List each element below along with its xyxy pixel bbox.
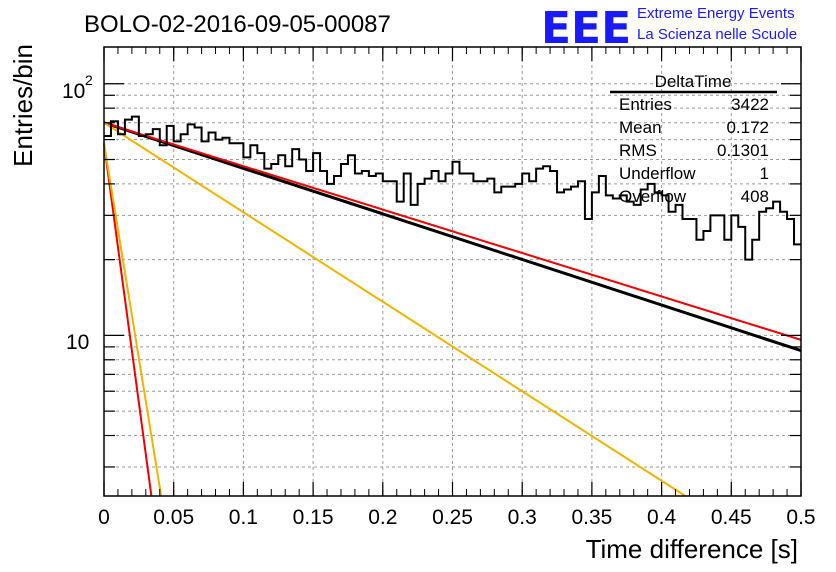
x-tick-labels: 0 0.05 0.1 0.15 0.2 0.25 0.3 0.35 0.4 0.45 0.5 <box>98 506 815 529</box>
x-tick-label: 0.45 <box>711 506 752 529</box>
axis-ticks <box>103 47 802 496</box>
y-tick-label-10: 10 <box>66 331 89 354</box>
fit-curve-4 <box>103 143 163 497</box>
x-tick-label: 0.35 <box>571 506 612 529</box>
stats-value: 408 <box>741 187 769 206</box>
eee-logo: EEE Extreme Energy Events La Scienza nel… <box>541 3 797 54</box>
stats-label: Overflow <box>619 187 687 206</box>
stats-value: 1 <box>760 164 769 183</box>
eee-logo-line1: Extreme Energy Events <box>637 5 795 22</box>
x-tick-label: 0.25 <box>432 506 473 529</box>
fit-curve-1 <box>103 121 802 341</box>
x-tick-label: 0.3 <box>508 506 537 529</box>
histogram-outline <box>104 115 801 261</box>
y-tick-labels: 10 10 2 <box>62 72 93 354</box>
x-axis-title: Time difference [s] <box>586 534 798 564</box>
x-tick-label: 0.05 <box>153 506 194 529</box>
stats-label: Mean <box>619 118 662 137</box>
stats-label: RMS <box>619 141 657 160</box>
chart-title: BOLO-02-2016-09-05-00087 <box>84 11 391 38</box>
fit-curve-0 <box>103 121 802 353</box>
histogram <box>104 115 801 261</box>
fit-curves <box>103 121 802 497</box>
eee-logo-line2: La Scienza nelle Scuole <box>637 26 797 43</box>
svg-text:10: 10 <box>62 80 85 103</box>
fit-curve-2 <box>103 121 686 497</box>
stats-value: 3422 <box>731 95 769 114</box>
x-tick-label: 0 <box>98 506 110 529</box>
svg-text:2: 2 <box>85 72 93 88</box>
stats-label: Entries <box>619 95 672 114</box>
x-tick-label: 0.4 <box>647 506 677 529</box>
stats-box-title: DeltaTime <box>655 72 732 91</box>
x-tick-label: 0.2 <box>368 506 397 529</box>
eee-logo-mark: EEE <box>541 3 631 54</box>
stats-value: 0.1301 <box>717 141 769 160</box>
x-tick-label: 0.5 <box>786 506 815 529</box>
y-axis-title: Entries/bin <box>8 44 38 167</box>
x-tick-label: 0.1 <box>229 506 258 529</box>
fit-curve-3 <box>103 143 153 497</box>
stats-value: 0.172 <box>726 118 769 137</box>
grid <box>104 47 801 496</box>
y-tick-label-100: 10 2 <box>62 72 93 103</box>
x-tick-label: 0.15 <box>293 506 334 529</box>
plot-frame <box>103 46 802 497</box>
stats-box: DeltaTime Entries 3422 Mean 0.172 RMS 0.1301 U… <box>610 72 777 206</box>
stats-label: Underflow <box>619 164 696 183</box>
